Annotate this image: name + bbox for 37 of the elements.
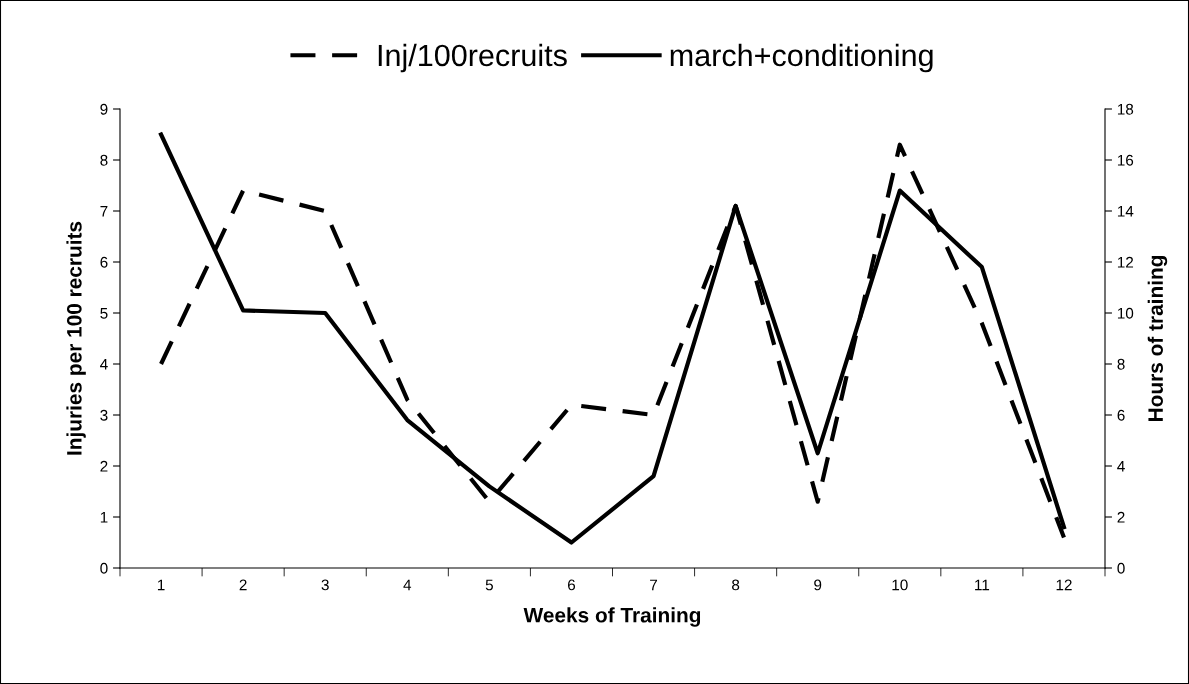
y2-tick-label: 14 <box>1117 206 1134 217</box>
x-tick-label: 4 <box>403 579 412 591</box>
y2-tick-label: 16 <box>1117 154 1134 166</box>
y2-axis-title: Hours of training <box>1147 255 1168 422</box>
legend-label: Inj/100recruits <box>378 43 567 73</box>
y-tick-label: 6 <box>100 256 108 268</box>
y2-tick-label: 10 <box>1117 307 1134 319</box>
y2-tick-label: 4 <box>1117 461 1125 472</box>
x-tick-label: 3 <box>321 579 329 591</box>
x-tick-label: 7 <box>650 579 658 591</box>
legend-label: march+conditioning <box>670 43 933 73</box>
x-tick-label: 12 <box>1056 579 1072 591</box>
x-tick-label: 1 <box>157 579 165 591</box>
x-axis-title: Weeks of Training <box>523 607 701 627</box>
y2-tick-label: 6 <box>1117 409 1125 421</box>
y-tick-label: 8 <box>100 154 108 166</box>
x-tick-label: 6 <box>567 579 576 591</box>
x-tick-label: 2 <box>239 579 247 591</box>
y2-tick-label: 18 <box>1117 103 1134 115</box>
y-tick-label: 0 <box>100 562 108 574</box>
y-tick-label: 1 <box>100 512 108 523</box>
y-tick-label: 4 <box>100 359 108 370</box>
y-tick-label: 2 <box>100 460 108 472</box>
y2-tick-label: 8 <box>1117 358 1125 370</box>
y-tick-label: 5 <box>100 308 108 319</box>
y2-tick-label: 12 <box>1117 256 1134 268</box>
x-tick-label: 9 <box>814 579 822 591</box>
y2-tick-label: 0 <box>1117 562 1125 574</box>
y-axis-title: Injuries per 100 recruits <box>66 221 86 455</box>
x-tick-label: 11 <box>975 579 990 591</box>
y2-tick-label: 2 <box>1117 511 1125 523</box>
y-tick-label: 7 <box>100 206 108 217</box>
x-tick-label: 10 <box>892 579 908 591</box>
x-tick-label: 5 <box>485 579 493 591</box>
y-tick-label: 3 <box>100 409 108 421</box>
y-tick-label: 9 <box>100 103 108 115</box>
x-tick-label: 8 <box>732 579 740 591</box>
